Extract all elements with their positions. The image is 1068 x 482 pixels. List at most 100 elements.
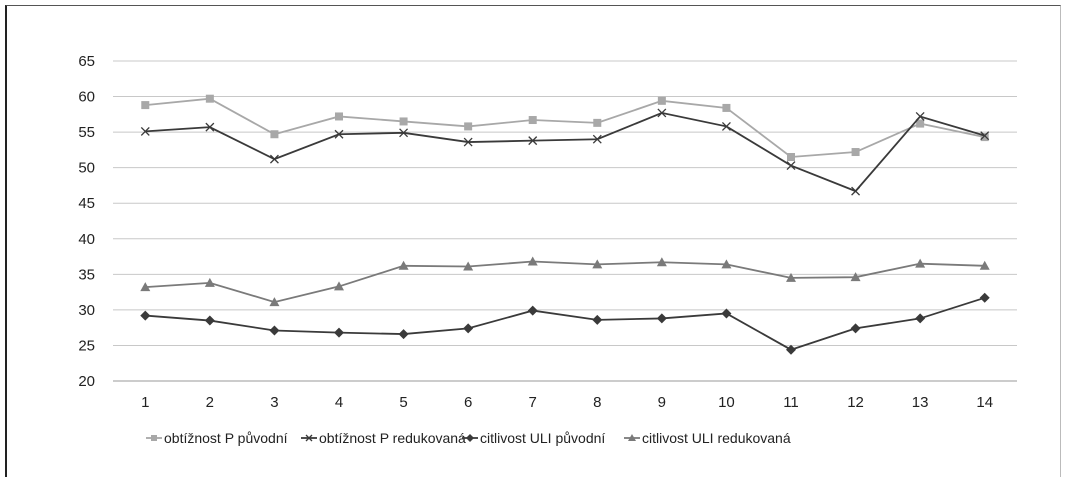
y-tick-label: 55: [78, 124, 95, 141]
series-3: [140, 292, 990, 355]
legend-label: citlivost ULI redukovaná: [642, 430, 791, 446]
y-tick-label: 50: [78, 160, 95, 177]
data-point: [140, 282, 151, 292]
series-line: [145, 260, 985, 303]
data-point: [269, 297, 280, 307]
data-point: [335, 112, 343, 121]
data-point: [140, 310, 151, 321]
data-point: [657, 96, 666, 105]
data-point: [140, 126, 150, 136]
x-tick-label: 1: [141, 394, 149, 411]
data-point: [528, 116, 537, 125]
series-line: [145, 97, 985, 158]
data-point: [464, 122, 473, 131]
data-point: [528, 136, 538, 146]
data-point: [657, 108, 667, 118]
data-point: [334, 327, 344, 338]
x-axis-ticks: 1 2 3 4 5 6 7 8 9 10 11 12 13 14: [141, 394, 993, 411]
data-point: [269, 154, 279, 164]
data-point: [399, 128, 409, 138]
data-point: [786, 344, 796, 355]
data-point: [980, 131, 990, 141]
data-point: [915, 258, 926, 268]
data-point: [786, 272, 796, 282]
x-tick-label: 13: [912, 394, 929, 411]
x-tick-label: 10: [718, 394, 735, 411]
data-point: [205, 122, 215, 132]
data-point: [141, 101, 150, 110]
data-point: [305, 434, 313, 442]
legend-item-2: obtížnost P redukovaná: [301, 430, 466, 446]
x-tick-label: 5: [399, 394, 407, 411]
legend-item-1: obtížnost P původní: [146, 430, 288, 446]
data-point: [979, 260, 990, 270]
data-point: [398, 260, 409, 270]
data-point: [721, 121, 731, 131]
x-tick-label: 7: [529, 394, 537, 411]
y-tick-label: 60: [78, 89, 95, 106]
data-point: [656, 313, 667, 324]
data-point: [205, 94, 214, 103]
data-point: [721, 308, 732, 319]
data-point: [593, 118, 602, 127]
y-tick-label: 25: [78, 337, 95, 354]
legend-label: obtížnost P redukovaná: [319, 430, 466, 446]
data-point: [592, 314, 603, 325]
legend-item-3: citlivost ULI původní: [462, 430, 605, 446]
data-point: [204, 315, 215, 326]
data-point: [466, 434, 474, 442]
data-point: [786, 161, 796, 170]
chart-frame: [5, 5, 1061, 477]
data-point: [850, 272, 861, 282]
data-point: [269, 325, 280, 336]
data-point: [398, 329, 409, 340]
data-point: [334, 129, 344, 139]
series-group: [140, 94, 990, 355]
series-line: [145, 296, 985, 351]
data-point: [463, 261, 474, 271]
y-tick-label: 45: [78, 195, 95, 212]
y-tick-label: 35: [78, 266, 95, 283]
x-tick-label: 8: [593, 394, 601, 411]
data-point: [463, 323, 474, 334]
data-point: [527, 305, 538, 316]
data-point: [334, 281, 344, 291]
data-point: [399, 117, 408, 126]
x-tick-label: 9: [658, 394, 666, 411]
y-tick-label: 65: [78, 53, 95, 70]
x-tick-label: 3: [270, 394, 278, 411]
legend-label: citlivost ULI původní: [480, 430, 605, 446]
x-tick-label: 11: [783, 394, 799, 411]
y-axis-ticks: 20 25 30 35 40 45 50 55 60 65: [78, 53, 95, 390]
data-point: [851, 148, 860, 157]
data-point: [204, 277, 215, 287]
x-tick-label: 4: [335, 394, 343, 411]
data-point: [151, 435, 157, 441]
legend-item-4: citlivost ULI redukovaná: [624, 430, 791, 446]
y-tick-label: 40: [78, 231, 95, 248]
data-point: [915, 313, 926, 324]
legend-label: obtížnost P původní: [164, 430, 288, 446]
data-point: [980, 133, 989, 142]
data-point: [915, 112, 925, 121]
x-tick-label: 2: [206, 394, 214, 411]
data-point: [527, 256, 538, 266]
data-point: [270, 130, 279, 139]
data-point: [721, 259, 732, 269]
x-tick-label: 12: [847, 394, 864, 411]
series-line: [145, 111, 985, 193]
data-point: [851, 186, 861, 196]
data-point: [787, 153, 795, 161]
x-tick-label: 6: [464, 394, 472, 411]
data-point: [463, 137, 473, 147]
series-4: [140, 256, 990, 307]
y-tick-label: 20: [78, 373, 95, 390]
data-point: [979, 292, 990, 303]
data-point: [656, 257, 667, 267]
legend: obtížnost P původní obtížnost P redukovan…: [146, 430, 791, 446]
gridlines: [113, 60, 1017, 382]
data-point: [628, 434, 636, 441]
data-point: [722, 103, 731, 112]
x-tick-label: 14: [976, 394, 993, 411]
series-2: [140, 108, 990, 196]
